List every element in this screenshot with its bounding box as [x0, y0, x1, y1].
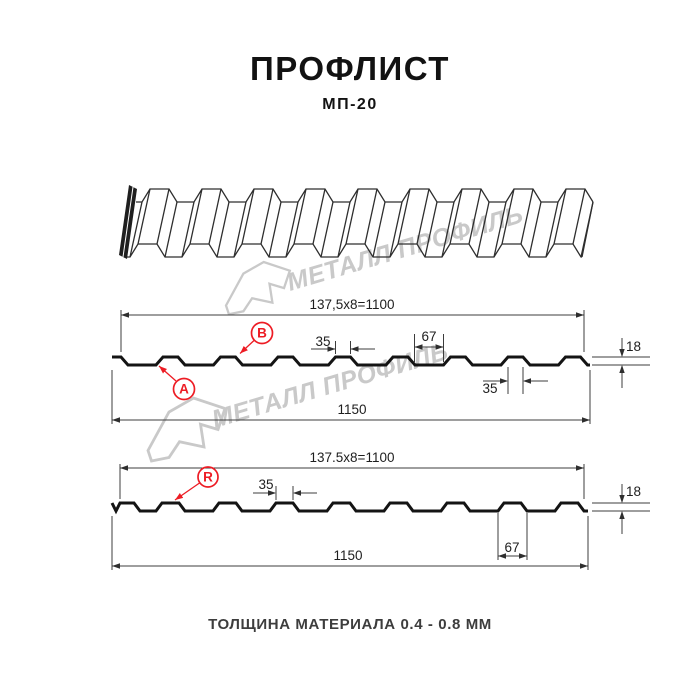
dim-pan-width: 67	[504, 540, 519, 555]
label-a-leader	[158, 365, 177, 382]
dim-height: 18	[626, 339, 641, 354]
dim-module-width: 137.5x8=1100	[310, 450, 395, 465]
label-r-leader	[174, 482, 200, 501]
cross-section-front	[111, 310, 650, 424]
label-b: B	[257, 326, 267, 341]
dim-pan-width: 67	[421, 329, 436, 344]
cross-section-front-labels: 137,5x8=1100 35 67 35 18 1150 A B	[158, 297, 641, 417]
dim-overall-width: 1150	[337, 402, 366, 417]
metall-profil-logo-icon	[224, 260, 292, 316]
sheet-3d-view	[119, 185, 594, 259]
watermark-text: МЕТАЛЛ ПРОФИЛЬ	[284, 200, 527, 296]
label-r-circle	[197, 466, 219, 488]
cross-section-reverse-labels: 137.5x8=1100 35 67 18 1150 R	[174, 450, 641, 563]
dim-rib-top: 35	[315, 334, 330, 349]
label-r: R	[203, 470, 213, 485]
page-subtitle: МП-20	[322, 96, 378, 113]
label-b-leader	[239, 340, 255, 354]
metall-profil-logo-icon	[146, 396, 227, 463]
cross-section-reverse	[110, 464, 650, 570]
label-a-circle	[172, 377, 196, 401]
watermark-text: МЕТАЛЛ ПРОФИЛЬ	[209, 337, 452, 433]
label-b-circle	[250, 321, 274, 345]
header: ПРОФЛИСТ МП-20	[0, 50, 700, 114]
dim-height: 18	[626, 484, 641, 499]
dim-module-width: 137,5x8=1100	[310, 297, 395, 312]
dim-rib-top-right: 35	[482, 381, 497, 396]
dim-overall-width: 1150	[333, 548, 362, 563]
label-a: A	[179, 382, 189, 397]
material-thickness-note: ТОЛЩИНА МАТЕРИАЛА 0.4 - 0.8 ММ	[208, 616, 492, 633]
dim-rib-top: 35	[258, 477, 273, 492]
page-title: ПРОФЛИСТ	[250, 50, 450, 87]
